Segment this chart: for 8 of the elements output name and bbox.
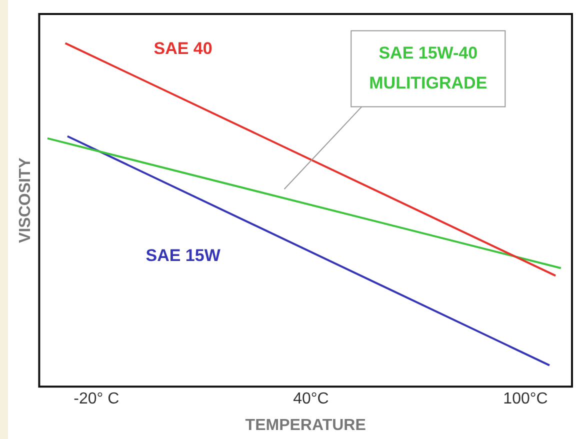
x-tick-label: 40°C: [293, 390, 329, 408]
x-tick-label: 100°C: [503, 390, 548, 408]
text: SAE 15W-40 MULITIGRADE: [369, 43, 488, 92]
series-label: SAE 40: [154, 39, 212, 58]
x-tick-label: -20° C: [74, 390, 120, 408]
x-axis-title: TEMPERATURE: [245, 416, 366, 434]
series-label: SAE 15W: [146, 246, 222, 265]
y-axis-title: VISCOSITY: [17, 157, 34, 243]
